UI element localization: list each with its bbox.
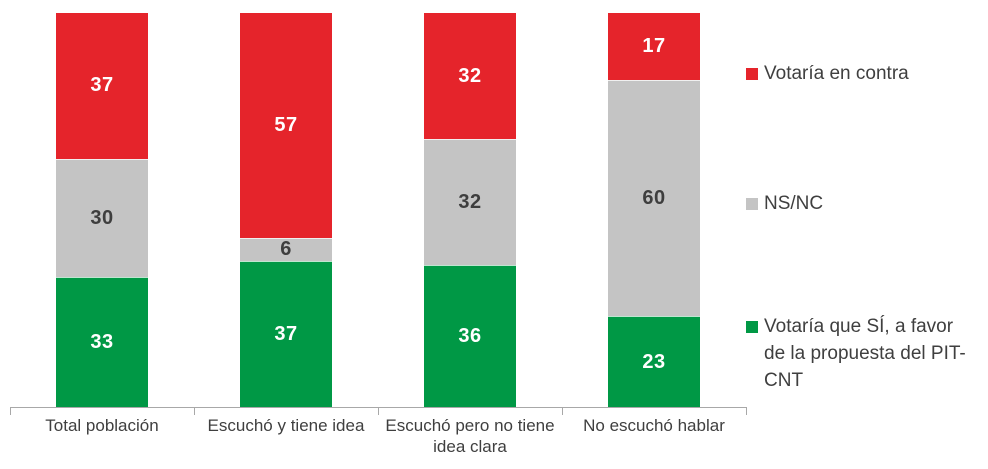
stacked-bar: 17 60 23: [608, 13, 700, 407]
axis-tick: [746, 407, 747, 415]
bar-segment: 23: [608, 316, 700, 407]
segment-value-label: 32: [458, 64, 482, 87]
axis-tick: [194, 407, 195, 415]
legend-label: Votaría en contra: [764, 63, 909, 84]
legend-label: Votaría que SÍ, a favor de la propuesta …: [764, 316, 966, 391]
legend-item-nsnc: NS/NC: [746, 190, 976, 217]
legend-swatch-green: [746, 321, 758, 333]
segment-value-label: 6: [280, 238, 292, 261]
legend-item-votaria-en-contra: Votaría en contra: [746, 60, 976, 87]
axis-tick: [562, 407, 563, 415]
segment-value-label: 57: [274, 113, 298, 136]
legend: Votaría en contra NS/NC Votaría que SÍ, …: [746, 0, 986, 469]
segment-value-label: 33: [90, 330, 114, 353]
legend-swatch-red: [746, 68, 758, 80]
category-label: Total población: [45, 416, 159, 435]
bar-segment: 6: [240, 237, 332, 262]
axis-tick: [10, 407, 11, 415]
segment-value-label: 36: [458, 325, 482, 348]
legend-label: NS/NC: [764, 193, 824, 214]
category-label: Escuchó pero no tiene idea clara: [385, 416, 555, 456]
plot-area: 37 30 33 57 6 37 32 32 36 17 60 23: [10, 13, 746, 407]
segment-value-label: 37: [274, 323, 298, 346]
stacked-bar: 32 32 36: [424, 13, 516, 407]
category-label: Escuchó y tiene idea: [207, 416, 365, 435]
segment-value-label: 37: [90, 74, 114, 97]
bar-segment: 30: [56, 158, 148, 277]
bar-segment: 37: [56, 13, 148, 159]
bar-segment: 17: [608, 13, 700, 80]
segment-value-label: 23: [642, 350, 666, 373]
bar-segment: 60: [608, 79, 700, 317]
bar-segment: 37: [240, 261, 332, 407]
legend-swatch-gray: [746, 198, 758, 210]
bar-segment: 57: [240, 13, 332, 238]
bar-segment: 32: [424, 139, 516, 266]
category-label: No escuchó hablar: [583, 416, 725, 435]
bar-segment: 33: [56, 276, 148, 407]
segment-value-label: 30: [90, 206, 114, 229]
stacked-bar: 57 6 37: [240, 13, 332, 407]
bar-segment: 32: [424, 13, 516, 140]
segment-value-label: 32: [458, 191, 482, 214]
legend-item-votaria-que-si: Votaría que SÍ, a favor de la propuesta …: [746, 313, 976, 394]
stacked-bar: 37 30 33: [56, 13, 148, 407]
bar-segment: 36: [424, 265, 516, 407]
axis-tick: [378, 407, 379, 415]
segment-value-label: 60: [642, 187, 666, 210]
segment-value-label: 17: [642, 34, 666, 57]
